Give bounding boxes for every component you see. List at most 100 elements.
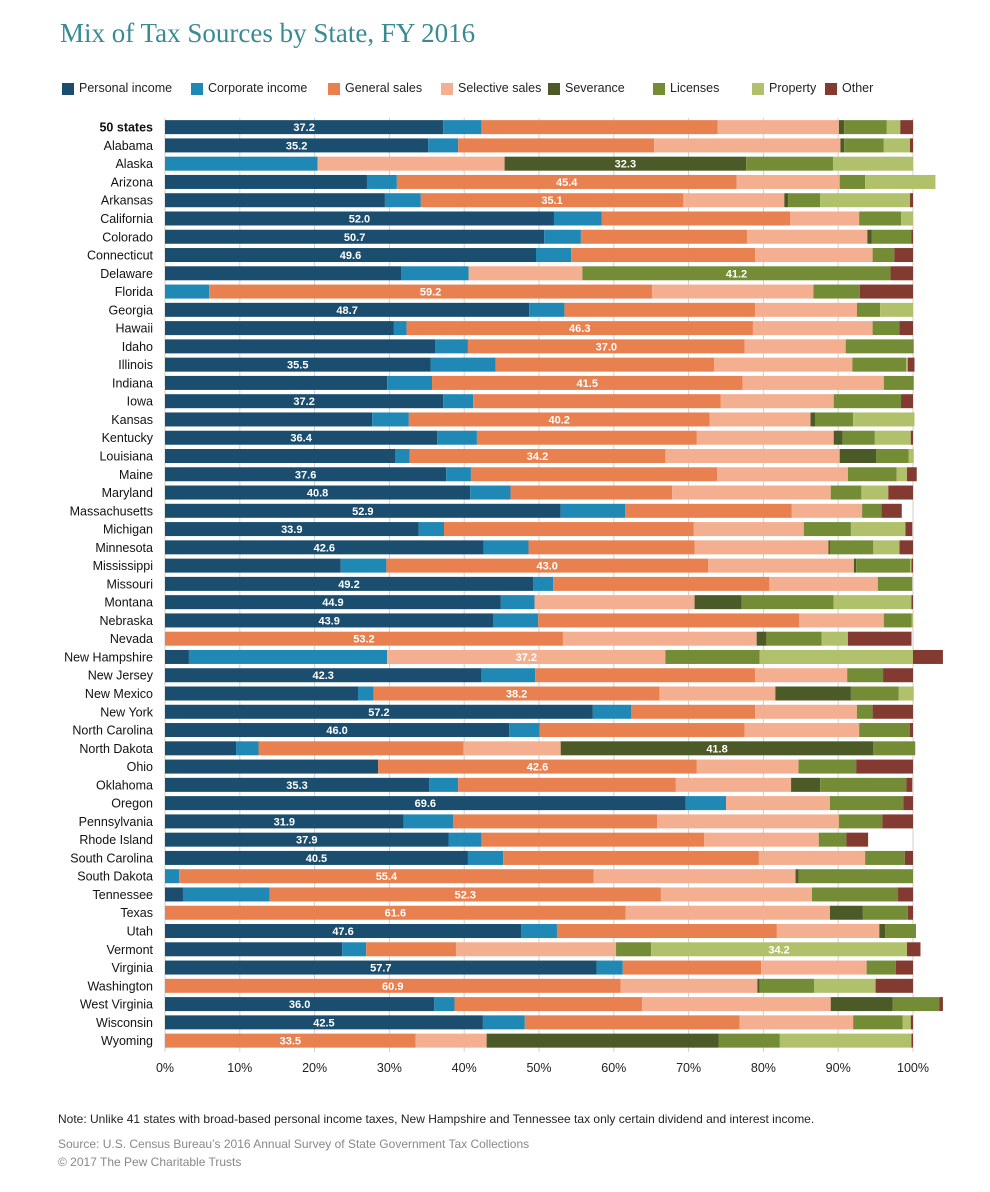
bar-segment — [429, 777, 459, 792]
bar-segment — [165, 832, 449, 847]
bar-segment — [903, 796, 913, 811]
bar-segment — [564, 302, 756, 317]
bar-segment — [454, 997, 643, 1012]
state-label: 50 states — [99, 121, 153, 135]
bar-segment — [875, 978, 913, 993]
bar-segment — [553, 211, 602, 226]
value-label: 37.9 — [296, 835, 317, 847]
bar-segment — [890, 266, 913, 281]
bar-segment — [366, 174, 397, 189]
bar-segment — [642, 997, 831, 1012]
bar-segment — [859, 211, 902, 226]
legend-label-personal-income: Personal income — [79, 81, 173, 95]
bar-segment — [829, 796, 904, 811]
state-label: Tennessee — [93, 888, 154, 902]
bar-segment — [476, 430, 697, 445]
bar-segment — [910, 558, 912, 573]
legend-swatch-other — [825, 83, 837, 95]
bar-segment — [165, 960, 597, 975]
bar-segment — [876, 448, 909, 463]
state-label: New Hampshire — [64, 650, 153, 664]
bar-segment — [659, 686, 776, 701]
state-label: Kentucky — [102, 431, 154, 445]
state-label: Maine — [119, 468, 153, 482]
bar-segment — [894, 248, 913, 263]
bar-segment — [179, 869, 594, 884]
bar-segment — [495, 357, 715, 372]
bar-segment — [209, 284, 652, 299]
bar-segment — [387, 375, 433, 390]
value-label: 69.6 — [415, 798, 436, 810]
bar-segment — [544, 229, 581, 244]
state-label: Rhode Island — [79, 833, 153, 847]
value-label: 57.2 — [368, 707, 389, 719]
bar-segment — [882, 814, 913, 829]
bar-segment — [736, 174, 840, 189]
bar-segment — [791, 777, 821, 792]
bar-segment — [672, 485, 831, 500]
bar-segment — [694, 540, 829, 555]
bar-segment — [403, 814, 453, 829]
state-label: Illinois — [118, 358, 153, 372]
bar-segment — [883, 138, 911, 153]
value-label: 61.6 — [385, 908, 406, 920]
state-label: North Dakota — [79, 742, 153, 756]
bar-segment — [509, 723, 540, 738]
bar-segment — [165, 905, 626, 920]
bar-segment — [900, 120, 913, 135]
bar-segment — [165, 211, 554, 226]
bar-segment — [258, 741, 464, 756]
bar-segment — [481, 668, 536, 683]
value-label: 40.2 — [548, 414, 569, 426]
state-label: North Carolina — [72, 724, 153, 738]
bar-segment — [906, 777, 913, 792]
state-label: Connecticut — [87, 249, 154, 263]
bar-segment — [165, 777, 430, 792]
value-label: 41.8 — [706, 743, 727, 755]
bar-segment — [165, 869, 180, 884]
bar-segment — [386, 558, 709, 573]
bar-segment — [866, 960, 896, 975]
bar-segment — [556, 924, 777, 939]
bar-segment — [708, 558, 854, 573]
bar-segment — [739, 1015, 854, 1030]
x-tick-label: 30% — [377, 1061, 402, 1075]
bar-segment — [165, 796, 686, 811]
bar-segment — [430, 357, 496, 372]
bar-segment — [901, 211, 913, 226]
bar-segment — [165, 248, 537, 263]
bar-segment — [704, 832, 819, 847]
bar-segment — [873, 540, 900, 555]
bar-segment — [902, 1015, 911, 1030]
bar-segment — [862, 503, 882, 518]
bar-segment — [470, 485, 511, 500]
bar-segment — [625, 503, 792, 518]
value-label: 45.4 — [556, 177, 578, 189]
bar-segment — [856, 704, 873, 719]
bar-segment — [742, 375, 884, 390]
bar-segment — [468, 266, 583, 281]
bar-segment — [769, 576, 878, 591]
chart-title: Mix of Tax Sources by State, FY 2016 — [60, 18, 476, 48]
state-label: Idaho — [122, 340, 153, 354]
bar-segment — [761, 960, 867, 975]
value-label: 49.2 — [338, 579, 359, 591]
legend-swatch-general-sales — [328, 83, 340, 95]
value-label: 41.2 — [726, 268, 747, 280]
state-label: West Virginia — [80, 998, 153, 1012]
legend-swatch-severance — [548, 83, 560, 95]
bar-segment — [799, 613, 884, 628]
bar-segment — [683, 193, 785, 208]
bar-segment — [694, 595, 742, 610]
bar-segment — [899, 540, 913, 555]
bar-segment — [620, 978, 758, 993]
value-label: 52.9 — [352, 506, 373, 518]
value-label: 42.6 — [527, 762, 548, 774]
bar-segment — [883, 613, 912, 628]
bar-segment — [165, 814, 404, 829]
bar-segment — [709, 412, 811, 427]
bar-segment — [779, 1033, 912, 1048]
bar-segment — [847, 467, 897, 482]
value-label: 43.9 — [318, 615, 339, 627]
bar-segment — [165, 686, 358, 701]
